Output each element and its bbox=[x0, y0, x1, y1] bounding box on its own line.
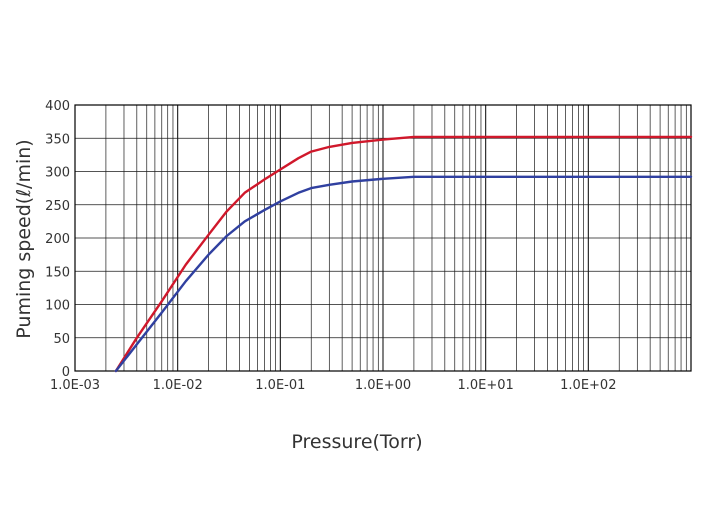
y-tick-label: 250 bbox=[45, 199, 70, 214]
y-tick-label: 300 bbox=[45, 166, 70, 181]
y-tick-label: 100 bbox=[45, 299, 70, 314]
series-layer bbox=[114, 135, 693, 373]
y-tick-label: 200 bbox=[45, 232, 70, 247]
y-tick-label: 350 bbox=[45, 132, 70, 147]
x-axis-label: Pressure(Torr) bbox=[291, 431, 422, 453]
grid bbox=[75, 105, 691, 371]
tick-labels: 0 50 100 150 200 250 300 350 400 1.0E-03 1.0E-02 1.… bbox=[45, 99, 616, 393]
y-tick-label: 150 bbox=[45, 265, 70, 280]
series-line-1 bbox=[114, 135, 693, 373]
y-axis-label: Puming speed(ℓ/min) bbox=[13, 139, 35, 338]
plot-frame bbox=[74, 104, 692, 372]
x-tick-label: 1.0E+02 bbox=[560, 378, 616, 393]
y-tick-label: 0 bbox=[62, 365, 70, 380]
x-tick-label: 1.0E+00 bbox=[355, 378, 411, 393]
x-tick-label: 1.0E+01 bbox=[458, 378, 514, 393]
y-tick-label: 400 bbox=[45, 99, 70, 114]
x-tick-label: 1.0E-03 bbox=[50, 378, 100, 393]
x-tick-label: 1.0E-01 bbox=[255, 378, 305, 393]
y-tick-label: 50 bbox=[53, 332, 70, 347]
series-line-2 bbox=[114, 175, 693, 373]
x-tick-label: 1.0E-02 bbox=[153, 378, 203, 393]
